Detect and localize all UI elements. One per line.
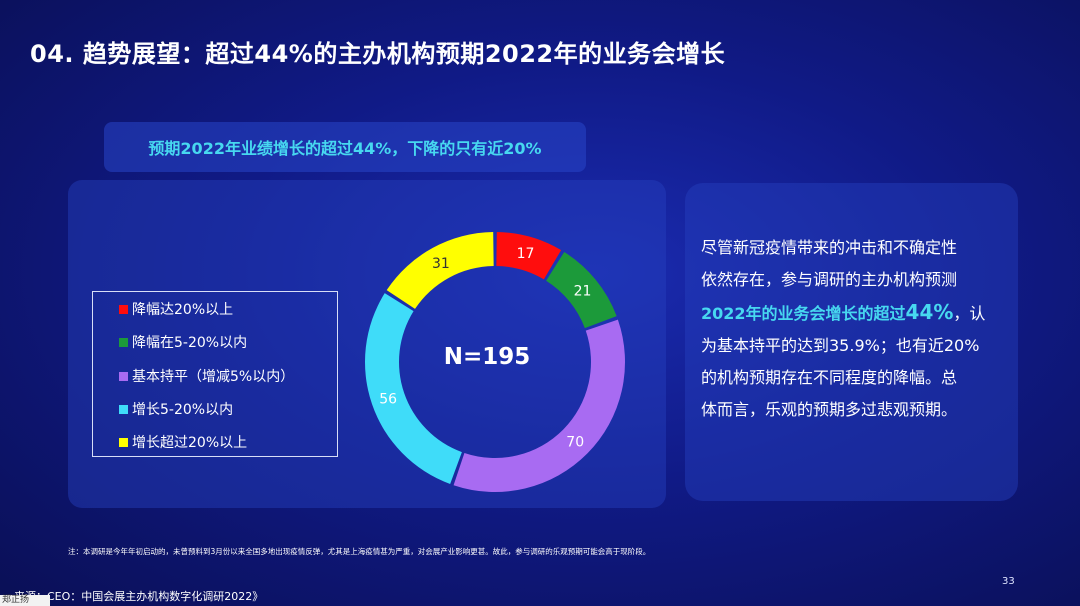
summary-after-highlight: ，认: [953, 304, 986, 323]
summary-line-1: 尽管新冠疫情带来的冲击和不确定性: [701, 238, 958, 257]
legend-label-5: 增长超过20%以上: [132, 435, 248, 451]
legend-label-1: 降幅达20%以上: [132, 302, 234, 318]
chart-legend: 降幅达20%以上 降幅在5-20%以内 基本持平（增减5%以内） 增长5-20%…: [92, 291, 338, 457]
summary-line-5: 的机构预期存在不同程度的降幅。总: [701, 368, 958, 387]
legend-swatch-2: [119, 337, 128, 347]
donut-value-label-2: 21: [574, 284, 592, 300]
summary-line-2: 依然存在，参与调研的主办机构预测: [701, 270, 958, 289]
donut-slice-5: [386, 232, 494, 309]
legend-label-4: 增长5-20%以内: [132, 402, 234, 418]
donut-slices: [364, 232, 625, 492]
legend-item-3: 基本持平（增减5%以内）: [119, 366, 294, 386]
legend-swatch-1: [119, 304, 128, 314]
footnote: 注：本调研是今年年初启动的，未曾预料到3月份以来全国多地出现疫情反弹，尤其是上海…: [68, 547, 651, 556]
source-citation: 来源：CEO：中国会展主办机构数字化调研2022》: [14, 590, 264, 603]
legend-label-2: 降幅在5-20%以内: [132, 335, 248, 351]
donut-center-label: N=195: [444, 344, 531, 370]
donut-value-label-5: 31: [432, 256, 450, 272]
legend-label-3: 基本持平（增减5%以内）: [132, 369, 295, 385]
slide-title: 04. 趋势展望：超过44%的主办机构预期2022年的业务会增长: [30, 40, 726, 68]
donut-slice-1: [496, 232, 562, 280]
donut-slice-2: [546, 251, 617, 329]
donut-slice-4: [364, 293, 462, 485]
summary-line-4: 为基本持平的达到35.9%；也有近20%: [701, 336, 980, 355]
summary-line-6: 体而言，乐观的预期多过悲观预期。: [701, 400, 958, 419]
corner-tag: 郑正扬: [0, 595, 50, 606]
legend-swatch-3: [119, 371, 128, 381]
summary-line-3: 2022年的业务会增长的超过44%，认: [701, 296, 1011, 330]
donut-value-label-4: 56: [379, 392, 397, 408]
summary-highlight: 2022年的业务会增长的超过: [701, 304, 906, 323]
legend-item-2: 降幅在5-20%以内: [119, 332, 247, 352]
donut-slice-3: [453, 319, 625, 492]
legend-swatch-5: [119, 437, 128, 447]
legend-swatch-4: [119, 404, 128, 414]
donut-labels: 17 21 70 56 31: [379, 246, 591, 450]
summary-panel: [685, 183, 1018, 501]
donut-value-label-3: 70: [566, 435, 584, 451]
highlight-caption-box: 预期2022年业绩增长的超过44%，下降的只有近20%: [104, 122, 586, 172]
summary-text: 尽管新冠疫情带来的冲击和不确定性 依然存在，参与调研的主办机构预测 2022年的…: [701, 232, 1011, 426]
highlight-caption: 预期2022年业绩增长的超过44%，下降的只有近20%: [148, 139, 542, 158]
legend-item-5: 增长超过20%以上: [119, 432, 247, 452]
legend-item-4: 增长5-20%以内: [119, 399, 233, 419]
summary-highlight-percent: 44%: [905, 300, 954, 324]
page-number: 33: [1002, 576, 1015, 587]
legend-item-1: 降幅达20%以上: [119, 299, 233, 319]
donut-value-label-1: 17: [517, 246, 535, 262]
